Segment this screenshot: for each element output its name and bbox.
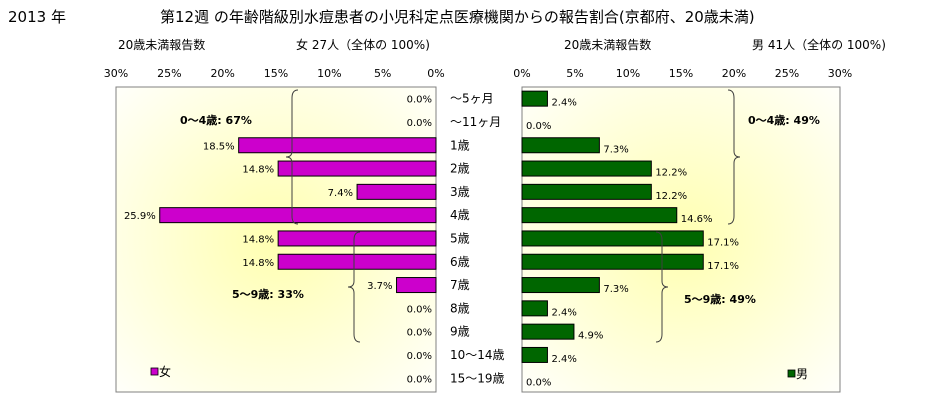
male-bar bbox=[521, 323, 575, 340]
male-value-label: 12.2% bbox=[655, 191, 687, 202]
female-x-tick: 5% bbox=[374, 67, 391, 80]
male-bar bbox=[521, 300, 548, 317]
female-x-tick: 0% bbox=[427, 67, 444, 80]
year-label: 2013 年 bbox=[8, 8, 66, 26]
female-x-tick: 20% bbox=[210, 67, 234, 80]
female-value-label: 3.7% bbox=[367, 281, 392, 292]
female-bar bbox=[396, 277, 437, 294]
male-value-label: 0.0% bbox=[526, 377, 551, 388]
female-value-label: 0.0% bbox=[407, 118, 432, 129]
male-value-label: 7.3% bbox=[603, 144, 628, 155]
female-value-label: 18.5% bbox=[203, 141, 235, 152]
male-x-tick: 0% bbox=[513, 67, 530, 80]
category-label: 1歳 bbox=[450, 138, 470, 152]
female-value-label: 14.8% bbox=[242, 165, 274, 176]
female-value-label: 25.9% bbox=[124, 211, 156, 222]
category-label: 9歳 bbox=[450, 325, 470, 339]
female-value-label: 0.0% bbox=[407, 328, 432, 339]
male-brace-0-4 bbox=[727, 89, 741, 225]
female-value-label: 14.8% bbox=[242, 234, 274, 245]
female-legend-label: 女 bbox=[159, 364, 171, 379]
female-x-tick: 30% bbox=[104, 67, 128, 80]
male-value-label: 17.1% bbox=[707, 237, 739, 248]
female-annotation-5-9: 5～9歳: 33% bbox=[232, 287, 304, 301]
female-annotation-0-4: 0～4歳: 67% bbox=[180, 113, 252, 127]
category-label: 8歳 bbox=[450, 301, 470, 315]
male-bar bbox=[521, 253, 704, 270]
category-label: ～5ヶ月 bbox=[450, 92, 494, 106]
female-value-label: 14.8% bbox=[242, 258, 274, 269]
male-x-tick: 5% bbox=[566, 67, 583, 80]
female-brace-0-4 bbox=[285, 89, 299, 225]
female-bar bbox=[277, 160, 437, 177]
male-value-label: 0.0% bbox=[526, 121, 551, 132]
female-bar bbox=[159, 207, 437, 224]
male-x-tick: 15% bbox=[669, 67, 693, 80]
female-value-label: 0.0% bbox=[407, 95, 432, 106]
female-legend-swatch bbox=[150, 367, 159, 376]
category-label: 4歳 bbox=[450, 208, 470, 222]
male-bar bbox=[521, 277, 600, 294]
male-x-tick: 20% bbox=[722, 67, 746, 80]
female-bar bbox=[238, 137, 437, 154]
male-value-label: 2.4% bbox=[551, 307, 576, 318]
male-value-label: 14.6% bbox=[681, 214, 713, 225]
category-label: 10～14歳 bbox=[450, 348, 505, 362]
female-subtitle-count: 20歳未満報告数 bbox=[118, 38, 206, 52]
category-label: 5歳 bbox=[450, 231, 470, 245]
male-bar bbox=[521, 160, 652, 177]
category-label: 6歳 bbox=[450, 255, 470, 269]
male-legend-swatch bbox=[787, 369, 796, 378]
female-brace-5-9 bbox=[347, 231, 361, 343]
male-bar bbox=[521, 230, 704, 247]
male-value-label: 2.4% bbox=[551, 98, 576, 109]
female-value-label: 0.0% bbox=[407, 351, 432, 362]
male-bar bbox=[521, 137, 600, 154]
female-x-tick: 10% bbox=[317, 67, 341, 80]
male-legend-label: 男 bbox=[796, 367, 808, 381]
male-value-label: 4.9% bbox=[578, 331, 603, 342]
female-value-label: 0.0% bbox=[407, 374, 432, 385]
male-bar bbox=[521, 346, 548, 363]
female-value-label: 0.0% bbox=[407, 304, 432, 315]
female-subtitle-total: 女 27人（全体の 100%) bbox=[296, 38, 430, 52]
male-bar bbox=[521, 90, 548, 107]
male-x-tick: 30% bbox=[828, 67, 852, 80]
female-bar bbox=[356, 183, 437, 200]
category-label: ～11ヶ月 bbox=[450, 115, 501, 129]
male-x-tick: 10% bbox=[616, 67, 640, 80]
category-label: 7歳 bbox=[450, 278, 470, 292]
male-brace-5-9 bbox=[655, 231, 669, 343]
female-value-label: 7.4% bbox=[328, 188, 353, 199]
female-bar bbox=[277, 253, 437, 270]
male-x-tick: 25% bbox=[775, 67, 799, 80]
category-label: 15～19歳 bbox=[450, 371, 505, 385]
female-x-tick: 25% bbox=[157, 67, 181, 80]
category-label: 3歳 bbox=[450, 185, 470, 199]
male-annotation-5-9: 5～9歳: 49% bbox=[684, 292, 756, 306]
male-value-label: 12.2% bbox=[655, 168, 687, 179]
male-bar bbox=[521, 183, 652, 200]
male-subtitle-count: 20歳未満報告数 bbox=[564, 38, 652, 52]
female-bar bbox=[277, 230, 437, 247]
male-value-label: 17.1% bbox=[707, 261, 739, 272]
male-subtitle-total: 男 41人（全体の 100%) bbox=[752, 38, 886, 52]
male-bar bbox=[521, 207, 678, 224]
category-label: 2歳 bbox=[450, 162, 470, 176]
male-annotation-0-4: 0～4歳: 49% bbox=[748, 113, 820, 127]
male-value-label: 7.3% bbox=[603, 284, 628, 295]
male-value-label: 2.4% bbox=[551, 354, 576, 365]
female-x-tick: 15% bbox=[264, 67, 288, 80]
chart-title: 第12週 の年齢階級別水痘患者の小児科定点医療機関からの報告割合(京都府、20歳… bbox=[160, 8, 755, 26]
